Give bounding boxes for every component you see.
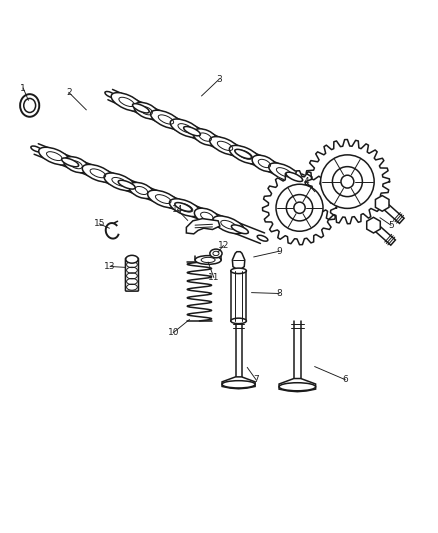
Ellipse shape	[193, 129, 218, 146]
Ellipse shape	[235, 149, 251, 159]
Ellipse shape	[231, 225, 248, 233]
Ellipse shape	[257, 235, 268, 241]
Ellipse shape	[170, 119, 201, 138]
Ellipse shape	[252, 155, 277, 172]
Ellipse shape	[213, 251, 219, 256]
Text: 7: 7	[253, 375, 259, 384]
Text: 3: 3	[216, 75, 222, 84]
Ellipse shape	[82, 164, 113, 182]
Circle shape	[294, 202, 305, 213]
Ellipse shape	[286, 172, 303, 182]
Circle shape	[276, 184, 323, 231]
Ellipse shape	[268, 163, 300, 182]
Ellipse shape	[62, 158, 79, 167]
Text: 4: 4	[303, 177, 309, 186]
Polygon shape	[380, 201, 404, 223]
Ellipse shape	[175, 203, 192, 212]
Ellipse shape	[184, 126, 200, 136]
Polygon shape	[294, 321, 301, 378]
Polygon shape	[233, 252, 245, 269]
Ellipse shape	[20, 94, 39, 117]
Polygon shape	[305, 140, 389, 224]
Ellipse shape	[133, 103, 149, 113]
Ellipse shape	[118, 180, 135, 189]
Text: 11: 11	[208, 273, 219, 282]
Ellipse shape	[210, 136, 240, 155]
Ellipse shape	[213, 216, 244, 233]
Text: 10: 10	[168, 328, 179, 337]
Text: 14: 14	[172, 205, 184, 214]
Ellipse shape	[64, 157, 88, 173]
Ellipse shape	[24, 99, 35, 112]
Ellipse shape	[310, 183, 320, 189]
Ellipse shape	[129, 182, 154, 198]
Text: 13: 13	[104, 262, 116, 271]
Ellipse shape	[222, 381, 255, 388]
Ellipse shape	[194, 208, 219, 224]
Ellipse shape	[126, 255, 138, 263]
Text: 9: 9	[276, 247, 282, 256]
Text: 1: 1	[20, 84, 26, 93]
Text: 5: 5	[388, 221, 394, 230]
Polygon shape	[262, 171, 336, 245]
Ellipse shape	[148, 190, 179, 208]
Ellipse shape	[231, 268, 247, 273]
Text: 8: 8	[276, 289, 282, 298]
Ellipse shape	[279, 383, 316, 391]
Ellipse shape	[210, 249, 222, 258]
Ellipse shape	[104, 173, 135, 191]
Text: 2: 2	[66, 88, 72, 97]
Ellipse shape	[195, 256, 221, 264]
Text: 15: 15	[94, 220, 105, 228]
Text: 6: 6	[343, 375, 348, 384]
Circle shape	[321, 155, 374, 208]
FancyBboxPatch shape	[125, 258, 138, 291]
Polygon shape	[367, 217, 380, 233]
Ellipse shape	[39, 147, 70, 165]
Polygon shape	[371, 223, 396, 245]
Polygon shape	[222, 377, 255, 389]
Ellipse shape	[31, 146, 42, 152]
Text: 12: 12	[218, 241, 229, 250]
Polygon shape	[186, 219, 220, 234]
Polygon shape	[236, 321, 242, 377]
Ellipse shape	[151, 110, 181, 129]
Ellipse shape	[201, 257, 215, 263]
Polygon shape	[279, 378, 316, 392]
Polygon shape	[375, 196, 389, 211]
Circle shape	[341, 175, 354, 188]
Circle shape	[332, 167, 362, 197]
Circle shape	[286, 195, 313, 221]
Ellipse shape	[231, 318, 247, 324]
Ellipse shape	[111, 93, 142, 111]
Ellipse shape	[170, 199, 201, 216]
Ellipse shape	[105, 92, 116, 98]
Ellipse shape	[134, 102, 159, 119]
Ellipse shape	[230, 146, 260, 164]
